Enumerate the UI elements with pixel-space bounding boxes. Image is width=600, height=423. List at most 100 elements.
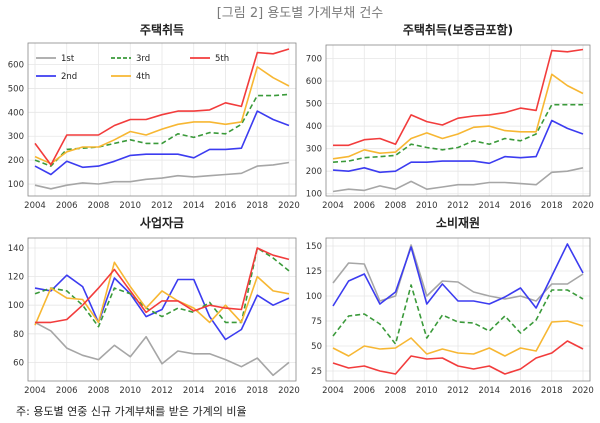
y-tick-label: 400 [306,122,322,132]
chart-panel-1: 주택취득 100 200 300 400 500 600 2004 2006 2008 2010 20… [8,22,300,211]
x-tick-label: 2016 [510,386,532,396]
y-tick-label: 500 [306,100,322,110]
x-tick-label: 2006 [56,386,78,396]
plot-frame [325,237,591,382]
y-tick-label: 400 [8,108,24,118]
chart-title: 소비재원 [436,215,480,230]
y-tick-label: 600 [8,61,24,71]
y-tick-label: 25 [311,367,322,377]
x-tick-label: 2018 [246,201,268,211]
y-tick-label: 200 [306,167,322,177]
plot-frame [325,44,591,197]
series-line-4th [332,320,584,357]
legend-label-5th: 5th [215,54,229,64]
legend-label-4th: 4th [136,72,150,82]
series-line-3rd [34,247,290,328]
y-tick-label: 80 [13,330,24,340]
figure-title: [그림 2] 용도별 가계부채 건수 [217,6,384,21]
x-tick-label: 2016 [215,201,237,211]
chart-panel-3: 사업자금 60 80 100 120 140 2004 2006 2008 2010 2012 201… [8,215,300,396]
x-tick-label: 2006 [353,201,375,211]
series-line-2nd [34,274,290,341]
x-tick-label: 2010 [416,201,438,211]
x-tick-label: 2020 [278,386,300,396]
series-line-2nd [34,110,290,176]
y-tick-label: 100 [306,190,322,200]
x-tick-label: 2008 [88,201,110,211]
x-tick-label: 2014 [478,201,500,211]
series-line-4th [332,73,584,160]
y-tick-label: 700 [306,55,322,65]
series-line-3rd [332,284,584,345]
x-tick-label: 2014 [183,386,205,396]
x-tick-label: 2016 [510,201,532,211]
y-tick-label: 75 [311,317,322,327]
y-tick-label: 100 [8,301,24,311]
x-tick-label: 2020 [572,201,594,211]
plot-frame [27,42,297,197]
series-line-5th [34,48,290,166]
x-tick-label: 2004 [322,201,344,211]
series-line-4th [34,261,290,326]
y-tick-label: 60 [13,358,24,368]
x-tick-label: 2012 [447,201,469,211]
x-tick-label: 2010 [416,386,438,396]
x-tick-label: 2004 [24,386,46,396]
series-line-1st [34,321,290,377]
x-tick-label: 2014 [183,201,205,211]
series-line-2nd [332,119,584,174]
chart-title: 주택취득 [140,22,184,37]
legend-label-2nd: 2nd [61,72,77,82]
chart-title: 주택취득(보증금포함) [403,22,513,37]
series-line-1st [332,244,584,302]
x-tick-label: 2014 [478,386,500,396]
x-tick-label: 2010 [119,386,141,396]
series-line-5th [332,340,584,375]
y-tick-label: 500 [8,84,24,94]
x-tick-label: 2008 [385,201,407,211]
x-tick-label: 2006 [56,201,78,211]
y-tick-label: 100 [8,180,24,190]
x-tick-label: 2010 [119,201,141,211]
series-line-5th [333,48,584,147]
y-tick-label: 150 [306,242,322,252]
y-tick-label: 140 [8,244,24,254]
x-tick-label: 2006 [353,386,375,396]
x-tick-label: 2004 [24,201,46,211]
x-tick-label: 2012 [151,201,173,211]
chart-panel-2: 주택취득(보증금포함) 100 200 300 400 500 600 700 2004 2006… [306,22,594,211]
y-tick-label: 50 [311,342,322,352]
x-tick-label: 2008 [385,386,407,396]
x-tick-label: 2016 [215,386,237,396]
series-line-2nd [332,243,584,309]
x-tick-label: 2012 [151,386,173,396]
y-tick-label: 600 [306,77,322,87]
x-tick-label: 2008 [88,386,110,396]
series-line-5th [35,247,290,324]
plot-frame [27,237,297,382]
y-tick-label: 120 [8,273,24,283]
y-tick-label: 200 [8,156,24,166]
x-tick-label: 2004 [322,386,344,396]
y-tick-label: 125 [306,267,322,277]
x-tick-label: 2018 [246,386,268,396]
legend-label-3rd: 3rd [136,54,150,64]
figure-note: 주: 용도별 연중 신규 가계부채를 받은 가계의 비율 [16,405,247,418]
x-tick-label: 2020 [278,201,300,211]
x-tick-label: 2020 [572,386,594,396]
y-tick-label: 300 [306,145,322,155]
series-line-3rd [332,103,583,163]
chart-title: 사업자금 [140,215,184,230]
legend: 1st 2nd 3rd 4th 5th [36,54,229,82]
series-line-1st [34,161,290,190]
series-line-4th [34,66,290,165]
y-tick-label: 100 [306,292,322,302]
y-tick-label: 300 [8,132,24,142]
legend-label-1st: 1st [61,54,75,64]
series-line-1st [332,167,584,193]
chart-panel-4: 소비재원 25 50 75 100 125 150 2004 2006 2008 2010 2012 2… [306,215,594,396]
x-tick-label: 2018 [541,386,563,396]
x-tick-label: 2018 [541,201,563,211]
x-tick-label: 2012 [447,386,469,396]
